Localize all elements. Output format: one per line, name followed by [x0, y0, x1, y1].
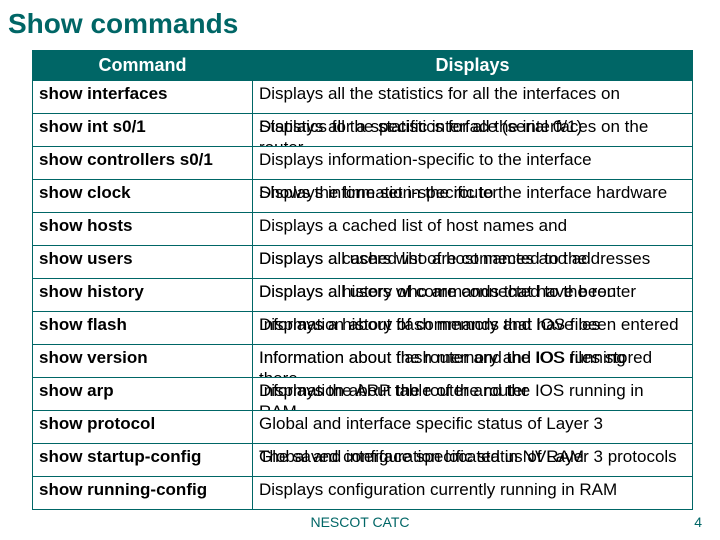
desc-cell: Displays configuration currently running… [253, 477, 693, 510]
desc-cell: Global and interface specific status of … [253, 444, 693, 477]
table-row: show clock Displays information-specific… [33, 180, 693, 213]
desc-cell: Information about flash memory and IOS f… [253, 345, 693, 378]
cmd-cell: show users [33, 246, 253, 279]
table-row: show running-config Displays configurati… [33, 477, 693, 510]
page-number: 4 [694, 514, 702, 530]
desc-cell: Displays information-specific to the int… [253, 147, 693, 180]
desc-cell: Global and interface specific status of … [253, 411, 693, 444]
table-header-row: Command Displays [33, 51, 693, 81]
desc-overflow: Displays all users who are connected to … [259, 281, 686, 302]
desc-cell: Displays all users who are connected to … [253, 279, 693, 312]
desc-cell: Displays a history of commands that have… [253, 312, 693, 345]
desc-text: Displays information-specific to the int… [259, 149, 686, 170]
table-row: show arp Information about the router an… [33, 378, 693, 411]
commands-table: Command Displays show interfaces Display… [32, 50, 693, 510]
desc-cell: Displays all the statistics for all the … [253, 81, 693, 114]
table-row: show hosts Displays a cached list of hos… [33, 213, 693, 246]
desc-text: Displays configuration currently running… [259, 479, 686, 500]
cmd-cell: show version [33, 345, 253, 378]
desc-overflow: Displays a cached list of host names and… [259, 248, 686, 269]
cmd-cell: show startup-config [33, 444, 253, 477]
table-row: show interfaces Displays all the statist… [33, 81, 693, 114]
cmd-cell: show clock [33, 180, 253, 213]
desc-cell: Information about the router and the IOS… [253, 378, 693, 411]
cmd-cell: show protocol [33, 411, 253, 444]
table-row: show startup-config Global and interface… [33, 444, 693, 477]
desc-cell: Displays a cached list of host names and… [253, 246, 693, 279]
desc-cell: Displays all the statistics for all the … [253, 114, 693, 147]
desc-overflow: Displays a history of commands that have… [259, 314, 686, 335]
table-row: show int s0/1 Displays all the statistic… [33, 114, 693, 147]
header-displays: Displays [253, 51, 693, 81]
desc-overflow: Information about flash memory and IOS f… [259, 347, 686, 378]
table-row: show version Information about flash mem… [33, 345, 693, 378]
desc-cell: Displays a cached list of host names and [253, 213, 693, 246]
table-row: show protocol Global and interface speci… [33, 411, 693, 444]
cmd-cell: show arp [33, 378, 253, 411]
cmd-cell: show flash [33, 312, 253, 345]
desc-overflow: Displays all the statistics for all the … [259, 116, 686, 147]
footer-text: NESCOT CATC [0, 514, 720, 530]
cmd-cell: show running-config [33, 477, 253, 510]
slide: Show commands Command Displays show inte… [0, 0, 720, 540]
desc-overflow: Information about the router and the IOS… [259, 380, 686, 411]
table-row: show history Displays all users who are … [33, 279, 693, 312]
commands-table-wrap: Command Displays show interfaces Display… [32, 50, 692, 510]
desc-overflow: Displays information-specific to the int… [259, 182, 686, 203]
cmd-cell: show interfaces [33, 81, 253, 114]
desc-overflow: Global and interface specific status of … [259, 446, 686, 467]
desc-cell: Displays information-specific to the int… [253, 180, 693, 213]
header-command: Command [33, 51, 253, 81]
table-row: show controllers s0/1 Displays informati… [33, 147, 693, 180]
desc-text: Displays a cached list of host names and [259, 215, 686, 236]
desc-text: Global and interface specific status of … [259, 413, 686, 434]
cmd-cell: show history [33, 279, 253, 312]
cmd-cell: show controllers s0/1 [33, 147, 253, 180]
cmd-cell: show hosts [33, 213, 253, 246]
cmd-cell: show int s0/1 [33, 114, 253, 147]
desc-text: Displays all the statistics for all the … [259, 83, 686, 104]
table-row: show flash Displays a history of command… [33, 312, 693, 345]
table-row: show users Displays a cached list of hos… [33, 246, 693, 279]
page-title: Show commands [0, 0, 720, 44]
